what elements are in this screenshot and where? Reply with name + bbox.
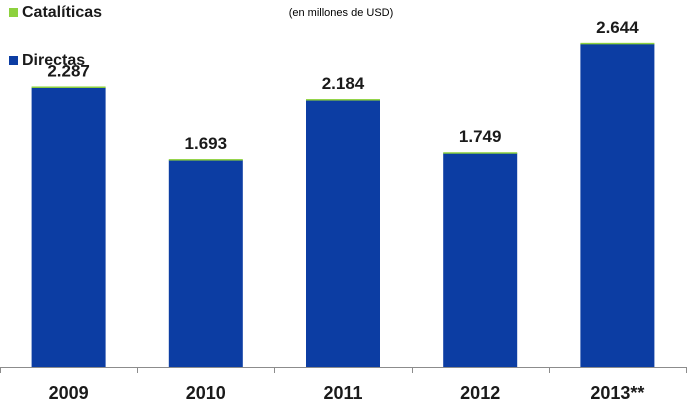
legend-swatch-catalíticas (9, 8, 18, 17)
bar-directas-2011 (306, 100, 380, 368)
bar-directas-2009 (31, 87, 106, 367)
x-tick-label-2010: 2010 (186, 383, 226, 403)
bar-directas-2012 (443, 153, 518, 367)
x-tick-label-2011: 2011 (323, 383, 362, 403)
plot-area: 2.287 2009 1.693 2010 2.184 2011 1.749 2012 2.64… (0, 18, 687, 403)
x-tick-label-2009: 2009 (49, 383, 89, 403)
legend-label-directas: Directas (22, 52, 85, 69)
legend-label-catalíticas: Catalíticas (22, 4, 102, 21)
bar-directas-2010 (168, 160, 243, 367)
bar-cataliticas-2010 (168, 159, 243, 161)
data-label-2012: 1.749 (459, 127, 502, 146)
bar-cataliticas-2012 (443, 152, 518, 154)
chart-subtitle: (en millones de USD) (289, 7, 394, 19)
x-tick-label-2013: 2013** (590, 383, 644, 403)
data-label-2010: 1.693 (185, 134, 228, 153)
bar-cataliticas-2009 (31, 86, 106, 88)
legend-swatch-directas (9, 56, 18, 65)
data-label-2013: 2.644 (596, 18, 639, 37)
data-label-2011: 2.184 (322, 74, 365, 93)
data-label-2009: 2.287 (47, 61, 90, 80)
bar-cataliticas-2013 (580, 42, 655, 45)
bar-cataliticas-2011 (306, 99, 380, 101)
bar-directas-2013 (580, 43, 655, 367)
x-tick-label-2012: 2012 (460, 383, 500, 403)
